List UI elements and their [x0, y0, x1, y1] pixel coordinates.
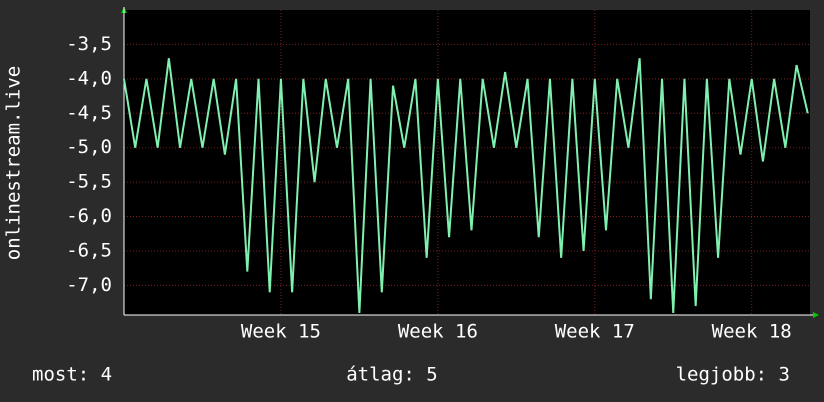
- footer-stat: legjobb: 3: [676, 364, 790, 386]
- y-tick-label: -4,0: [66, 67, 112, 89]
- axis-arrow: [813, 312, 819, 318]
- y-tick-label: -3,5: [66, 33, 112, 55]
- footer-stat: átlag: 5: [346, 364, 438, 386]
- y-tick-label: -7,0: [66, 274, 112, 296]
- footer-stat: most: 4: [32, 364, 112, 386]
- x-tick-label: Week 17: [555, 321, 635, 343]
- data-line: [123, 58, 809, 313]
- y-tick-label: -5,5: [66, 171, 112, 193]
- x-tick-label: Week 18: [712, 321, 792, 343]
- y-tick-label: -6,0: [66, 205, 112, 227]
- y-tick-label: -5,0: [66, 136, 112, 158]
- x-tick-label: Week 16: [398, 321, 478, 343]
- x-tick-label: Week 15: [241, 321, 321, 343]
- y-tick-label: -4,5: [66, 102, 112, 124]
- y-tick-label: -6,5: [66, 239, 112, 261]
- y-axis-label: onlinestream.live: [3, 66, 25, 260]
